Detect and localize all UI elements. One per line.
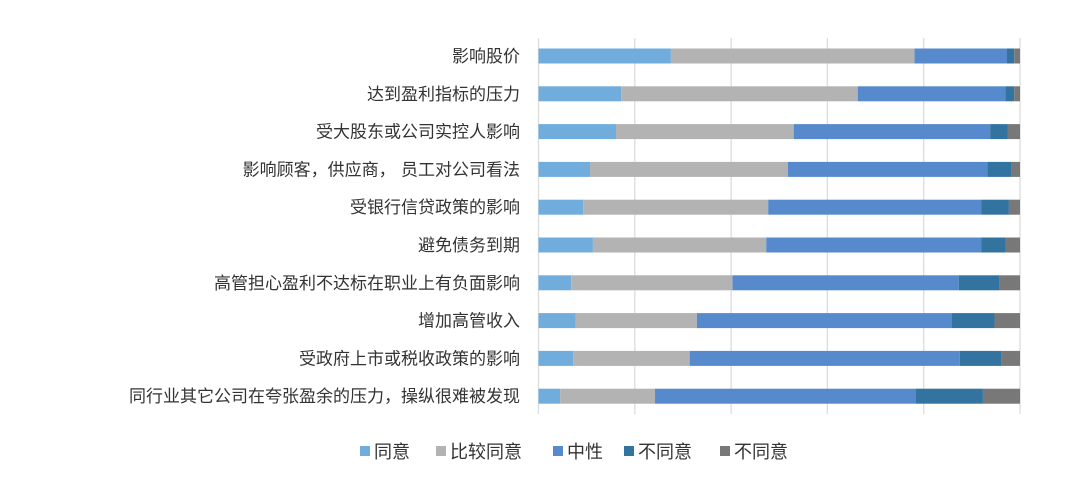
bar-segment (1011, 161, 1020, 177)
legend: 同意 比较同意 中性 不同意 不同意 (360, 442, 788, 463)
bar-segment (560, 388, 656, 404)
legend-swatch (720, 446, 730, 456)
bar-segment (732, 275, 959, 291)
legend-label: 不同意 (734, 442, 788, 463)
bar-segment (958, 275, 1000, 291)
bar-segment (1014, 48, 1020, 64)
category-label: 受政府上市或税收政策的影响 (299, 349, 520, 369)
category-label: 增加高管收入 (418, 312, 520, 332)
bar-segment (670, 48, 915, 64)
bar-segment (1014, 86, 1020, 102)
legend-swatch (624, 446, 634, 456)
bar-segment (787, 161, 988, 177)
bar-segment (538, 237, 593, 253)
bar-segment (994, 313, 1020, 329)
bar-segment (538, 313, 576, 329)
bar-segment (592, 237, 767, 253)
bar-segment (982, 388, 1020, 404)
bar-segment (1005, 237, 1020, 253)
bar-segment (768, 199, 982, 215)
bar-segment (1007, 124, 1020, 140)
bar-segment (538, 275, 572, 291)
legend-swatch (553, 446, 563, 456)
legend-label: 同意 (374, 442, 410, 463)
bar-segment (689, 350, 960, 366)
legend-label: 不同意 (638, 442, 692, 463)
bar-segment (538, 350, 574, 366)
bar-segment (857, 86, 1006, 102)
bar-segment (621, 86, 858, 102)
bar-segment (538, 199, 584, 215)
bar-segment (655, 388, 916, 404)
bar-segment (616, 124, 794, 140)
bar-segment (538, 388, 561, 404)
bar-segment (981, 237, 1006, 253)
legend-swatch (436, 446, 446, 456)
bar-segment (573, 350, 690, 366)
bar-segment (959, 350, 1002, 366)
bar-segment (538, 48, 671, 64)
bar-segment (1008, 199, 1020, 215)
bar-segment (951, 313, 995, 329)
category-label: 影响顾客，供应商， 员工对公司看法 (243, 160, 520, 180)
bar-segment (538, 86, 622, 102)
bar-segment (987, 161, 1012, 177)
category-label: 避免债务到期 (418, 236, 520, 256)
bar-segment (981, 199, 1009, 215)
bar-segment (571, 275, 733, 291)
category-label: 高管担心盈利不达标在职业上有负面影响 (214, 274, 520, 294)
bars (538, 48, 1020, 404)
bar-segment (538, 161, 591, 177)
bar-segment (1001, 350, 1020, 366)
bar-segment (1005, 86, 1015, 102)
category-label: 受大股东或公司实控人影响 (316, 123, 520, 143)
legend-swatch (360, 446, 370, 456)
bar-segment (696, 313, 952, 329)
bar-segment (915, 388, 983, 404)
bar-segment (793, 124, 991, 140)
legend-label: 比较同意 (450, 442, 522, 463)
category-label: 同行业其它公司在夸张盈余的压力，操纵很难被发现 (129, 387, 520, 407)
bar-segment (583, 199, 769, 215)
bar-segment (590, 161, 788, 177)
bar-segment (990, 124, 1008, 140)
legend-label: 中性 (567, 442, 603, 463)
bar-segment (1006, 48, 1015, 64)
bar-segment (538, 124, 617, 140)
bar-segment (575, 313, 697, 329)
bar-segment (914, 48, 1007, 64)
bar-segment (999, 275, 1020, 291)
category-label: 受银行信贷政策的影响 (350, 198, 520, 218)
bar-segment (766, 237, 982, 253)
category-label: 达到盈利指标的压力 (367, 85, 520, 105)
category-label: 影响股价 (452, 47, 520, 67)
